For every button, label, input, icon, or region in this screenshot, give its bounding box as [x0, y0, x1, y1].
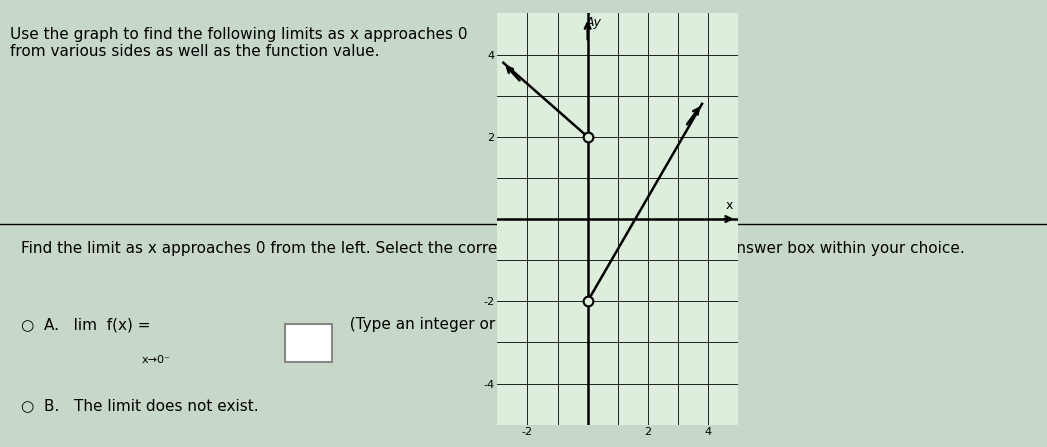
Text: (Type an integer or a decimal.): (Type an integer or a decimal.) — [340, 317, 586, 333]
Text: x→0⁻: x→0⁻ — [141, 355, 171, 365]
Text: Use the graph to find the following limits as x approaches 0
from various sides : Use the graph to find the following limi… — [9, 27, 467, 59]
Text: Ay: Ay — [585, 16, 602, 29]
FancyBboxPatch shape — [285, 324, 332, 362]
Text: x: x — [726, 199, 733, 212]
Text: ○  B.   The limit does not exist.: ○ B. The limit does not exist. — [21, 398, 259, 413]
Text: ○  A.   lim  f(x) =: ○ A. lim f(x) = — [21, 317, 151, 333]
Text: Find the limit as x approaches 0 from the left. Select the correct choice below : Find the limit as x approaches 0 from th… — [21, 241, 964, 257]
